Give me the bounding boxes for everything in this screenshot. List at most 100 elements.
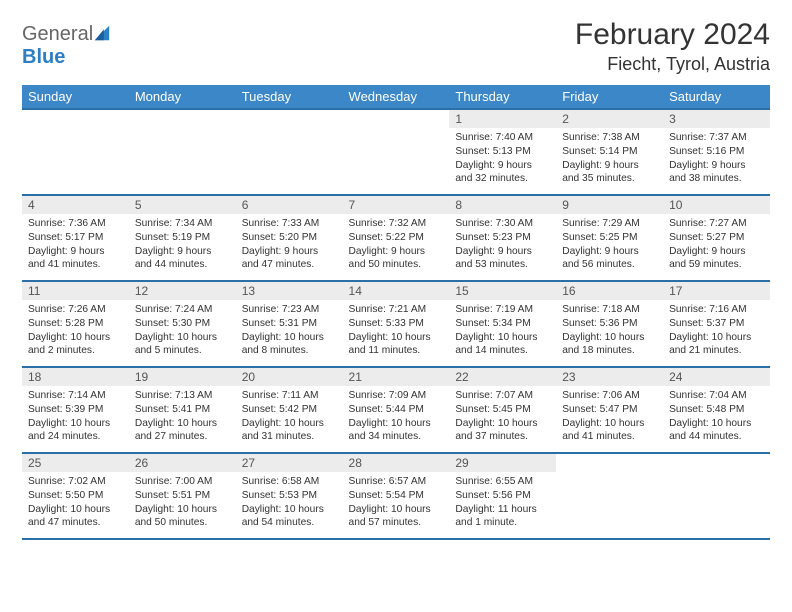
day-data: Sunrise: 7:09 AMSunset: 5:44 PMDaylight:… <box>343 386 450 448</box>
month-title: February 2024 <box>575 18 770 52</box>
day-cell: 16Sunrise: 7:18 AMSunset: 5:36 PMDayligh… <box>556 281 663 367</box>
sunrise-text: Sunrise: 7:11 AM <box>242 389 337 403</box>
sunrise-text: Sunrise: 7:37 AM <box>669 131 764 145</box>
daylight-text: Daylight: 9 hours and 59 minutes. <box>669 245 764 273</box>
day-data: Sunrise: 7:23 AMSunset: 5:31 PMDaylight:… <box>236 300 343 362</box>
sunset-text: Sunset: 5:23 PM <box>455 231 550 245</box>
day-cell: 2Sunrise: 7:38 AMSunset: 5:14 PMDaylight… <box>556 109 663 195</box>
day-data: Sunrise: 7:29 AMSunset: 5:25 PMDaylight:… <box>556 214 663 276</box>
day-cell <box>343 109 450 195</box>
day-number: 26 <box>129 454 236 472</box>
daylight-text: Daylight: 10 hours and 24 minutes. <box>28 417 123 445</box>
sunset-text: Sunset: 5:28 PM <box>28 317 123 331</box>
sunrise-text: Sunrise: 7:14 AM <box>28 389 123 403</box>
sunset-text: Sunset: 5:42 PM <box>242 403 337 417</box>
logo-word-2: Blue <box>22 46 65 68</box>
day-cell: 28Sunrise: 6:57 AMSunset: 5:54 PMDayligh… <box>343 453 450 539</box>
weekday-header-row: Sunday Monday Tuesday Wednesday Thursday… <box>22 85 770 109</box>
day-cell <box>663 453 770 539</box>
day-data: Sunrise: 7:24 AMSunset: 5:30 PMDaylight:… <box>129 300 236 362</box>
sunset-text: Sunset: 5:51 PM <box>135 489 230 503</box>
daylight-text: Daylight: 10 hours and 5 minutes. <box>135 331 230 359</box>
sunset-text: Sunset: 5:20 PM <box>242 231 337 245</box>
logo-word-1: General <box>22 23 93 45</box>
sunset-text: Sunset: 5:13 PM <box>455 145 550 159</box>
page-header: General Blue February 2024 Fiecht, Tyrol… <box>22 18 770 75</box>
day-cell: 17Sunrise: 7:16 AMSunset: 5:37 PMDayligh… <box>663 281 770 367</box>
daylight-text: Daylight: 10 hours and 14 minutes. <box>455 331 550 359</box>
daylight-text: Daylight: 9 hours and 41 minutes. <box>28 245 123 273</box>
sunset-text: Sunset: 5:50 PM <box>28 489 123 503</box>
sunrise-text: Sunrise: 7:40 AM <box>455 131 550 145</box>
day-cell: 21Sunrise: 7:09 AMSunset: 5:44 PMDayligh… <box>343 367 450 453</box>
sunrise-text: Sunrise: 7:04 AM <box>669 389 764 403</box>
sunset-text: Sunset: 5:16 PM <box>669 145 764 159</box>
sunset-text: Sunset: 5:53 PM <box>242 489 337 503</box>
day-cell: 27Sunrise: 6:58 AMSunset: 5:53 PMDayligh… <box>236 453 343 539</box>
day-data: Sunrise: 7:06 AMSunset: 5:47 PMDaylight:… <box>556 386 663 448</box>
daylight-text: Daylight: 10 hours and 37 minutes. <box>455 417 550 445</box>
sunset-text: Sunset: 5:34 PM <box>455 317 550 331</box>
sunrise-text: Sunrise: 7:36 AM <box>28 217 123 231</box>
day-number: 7 <box>343 196 450 214</box>
day-cell: 19Sunrise: 7:13 AMSunset: 5:41 PMDayligh… <box>129 367 236 453</box>
day-number: 15 <box>449 282 556 300</box>
daylight-text: Daylight: 9 hours and 47 minutes. <box>242 245 337 273</box>
day-number: 13 <box>236 282 343 300</box>
daylight-text: Daylight: 9 hours and 56 minutes. <box>562 245 657 273</box>
daylight-text: Daylight: 10 hours and 27 minutes. <box>135 417 230 445</box>
daylight-text: Daylight: 10 hours and 11 minutes. <box>349 331 444 359</box>
day-data: Sunrise: 7:00 AMSunset: 5:51 PMDaylight:… <box>129 472 236 534</box>
daylight-text: Daylight: 10 hours and 57 minutes. <box>349 503 444 531</box>
weekday-monday: Monday <box>129 85 236 109</box>
day-number: 28 <box>343 454 450 472</box>
day-cell: 12Sunrise: 7:24 AMSunset: 5:30 PMDayligh… <box>129 281 236 367</box>
sunset-text: Sunset: 5:48 PM <box>669 403 764 417</box>
day-cell: 10Sunrise: 7:27 AMSunset: 5:27 PMDayligh… <box>663 195 770 281</box>
day-data: Sunrise: 7:11 AMSunset: 5:42 PMDaylight:… <box>236 386 343 448</box>
day-data: Sunrise: 7:14 AMSunset: 5:39 PMDaylight:… <box>22 386 129 448</box>
sunrise-text: Sunrise: 7:29 AM <box>562 217 657 231</box>
sunset-text: Sunset: 5:19 PM <box>135 231 230 245</box>
weekday-saturday: Saturday <box>663 85 770 109</box>
sunset-text: Sunset: 5:14 PM <box>562 145 657 159</box>
day-data: Sunrise: 7:33 AMSunset: 5:20 PMDaylight:… <box>236 214 343 276</box>
sunrise-text: Sunrise: 7:13 AM <box>135 389 230 403</box>
day-number: 17 <box>663 282 770 300</box>
sunrise-text: Sunrise: 6:58 AM <box>242 475 337 489</box>
day-data: Sunrise: 7:40 AMSunset: 5:13 PMDaylight:… <box>449 128 556 190</box>
day-cell: 26Sunrise: 7:00 AMSunset: 5:51 PMDayligh… <box>129 453 236 539</box>
day-number: 5 <box>129 196 236 214</box>
sunrise-text: Sunrise: 7:19 AM <box>455 303 550 317</box>
day-cell: 1Sunrise: 7:40 AMSunset: 5:13 PMDaylight… <box>449 109 556 195</box>
daylight-text: Daylight: 10 hours and 44 minutes. <box>669 417 764 445</box>
day-number: 14 <box>343 282 450 300</box>
sunrise-text: Sunrise: 7:23 AM <box>242 303 337 317</box>
sunset-text: Sunset: 5:47 PM <box>562 403 657 417</box>
day-cell: 15 Sunrise: 7:19 AMSunset: 5:34 PMDayligh… <box>449 281 556 367</box>
daylight-text: Daylight: 10 hours and 18 minutes. <box>562 331 657 359</box>
day-data: Sunrise: 6:58 AMSunset: 5:53 PMDaylight:… <box>236 472 343 534</box>
sunrise-text: Sunrise: 7:02 AM <box>28 475 123 489</box>
day-cell <box>556 453 663 539</box>
daylight-text: Daylight: 9 hours and 32 minutes. <box>455 159 550 187</box>
day-number: 1 <box>449 110 556 128</box>
day-data: Sunrise: 7:13 AMSunset: 5:41 PMDaylight:… <box>129 386 236 448</box>
day-number: 25 <box>22 454 129 472</box>
day-data: Sunrise: 6:55 AMSunset: 5:56 PMDaylight:… <box>449 472 556 534</box>
daylight-text: Daylight: 10 hours and 34 minutes. <box>349 417 444 445</box>
day-data: Sunrise: 7:32 AMSunset: 5:22 PMDaylight:… <box>343 214 450 276</box>
sunrise-text: Sunrise: 7:38 AM <box>562 131 657 145</box>
week-row: 18Sunrise: 7:14 AMSunset: 5:39 PMDayligh… <box>22 367 770 453</box>
sunset-text: Sunset: 5:31 PM <box>242 317 337 331</box>
sunset-text: Sunset: 5:54 PM <box>349 489 444 503</box>
day-cell: 20Sunrise: 7:11 AMSunset: 5:42 PMDayligh… <box>236 367 343 453</box>
sunrise-text: Sunrise: 7:21 AM <box>349 303 444 317</box>
day-data: Sunrise: 6:57 AMSunset: 5:54 PMDaylight:… <box>343 472 450 534</box>
daylight-text: Daylight: 10 hours and 8 minutes. <box>242 331 337 359</box>
day-cell: 8Sunrise: 7:30 AMSunset: 5:23 PMDaylight… <box>449 195 556 281</box>
day-data: Sunrise: 7:30 AMSunset: 5:23 PMDaylight:… <box>449 214 556 276</box>
sunrise-text: Sunrise: 7:00 AM <box>135 475 230 489</box>
day-data: Sunrise: 7:26 AMSunset: 5:28 PMDaylight:… <box>22 300 129 362</box>
day-data: Sunrise: 7:21 AMSunset: 5:33 PMDaylight:… <box>343 300 450 362</box>
